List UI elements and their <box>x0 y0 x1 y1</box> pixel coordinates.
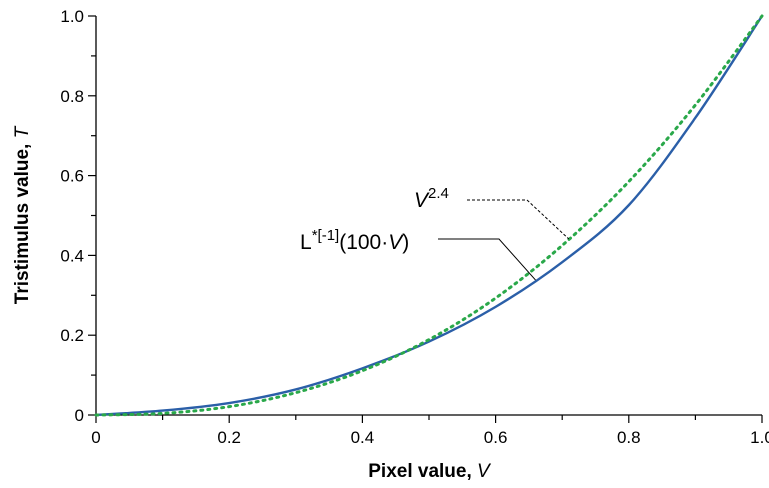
x-tick-label: 0 <box>91 428 100 447</box>
axes <box>95 16 762 416</box>
ticks: 0 0.2 0.4 0.6 0.8 1.0 0 0.2 0.4 0.6 0.8 1.0 <box>60 7 769 447</box>
x-tick-label: 0.2 <box>217 428 241 447</box>
y-tick-label: 0 <box>75 406 84 425</box>
lstar-leader-line <box>438 238 536 281</box>
power-2-4-curve <box>94 14 764 417</box>
series-group <box>94 14 764 417</box>
x-axis-title: Pixel value, V <box>368 461 492 482</box>
y-tick-label: 0.4 <box>60 246 84 265</box>
x-tick-label: 0.8 <box>617 428 641 447</box>
power-annotation: V2.4 <box>414 185 449 212</box>
x-tick-label: 0.4 <box>351 428 375 447</box>
x-tick-label: 1.0 <box>750 428 769 447</box>
y-tick-label: 1.0 <box>60 7 84 26</box>
lstar-annotation: L*[-1](100·V) <box>300 227 409 254</box>
x-tick-label: 0.6 <box>484 428 508 447</box>
power-leader-line <box>467 199 570 240</box>
y-tick-label: 0.8 <box>60 87 84 106</box>
annotations: V2.4L*[-1](100·V) <box>300 185 570 281</box>
y-axis-title: Tristimulus value, T <box>12 125 33 304</box>
y-tick-label: 0.6 <box>60 167 84 186</box>
lstar-inverse-curve <box>95 15 764 417</box>
y-tick-label: 0.2 <box>60 326 84 345</box>
